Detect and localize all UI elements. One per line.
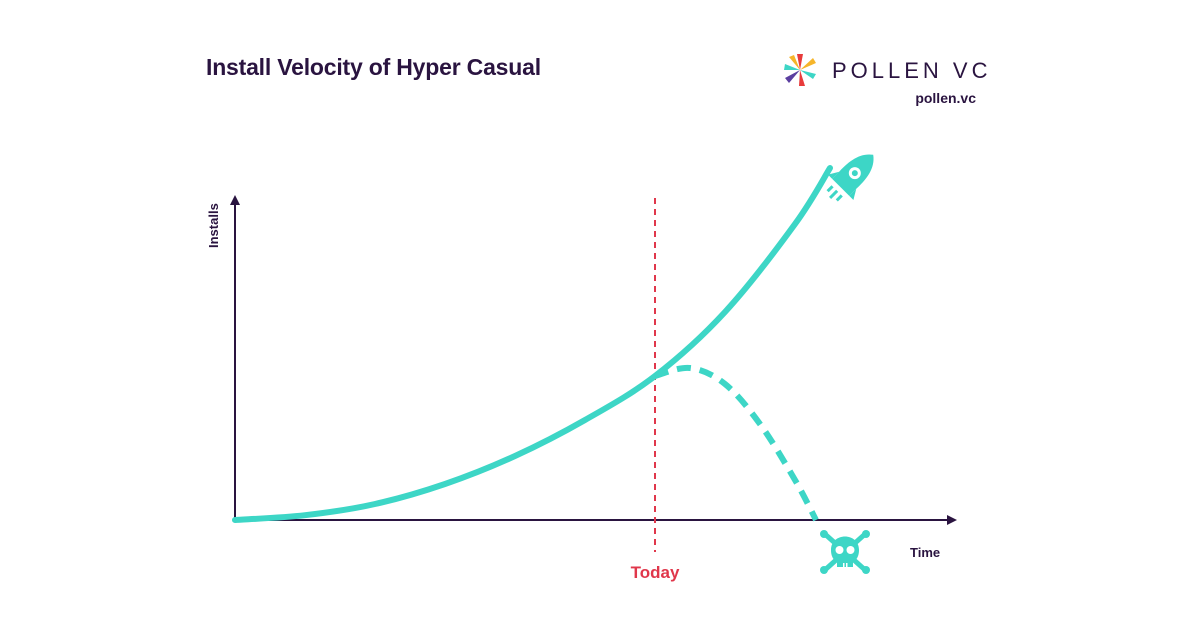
x-axis-label: Time bbox=[910, 545, 940, 560]
pollen-star-logo bbox=[784, 54, 816, 86]
skull-crossbones-icon bbox=[820, 530, 870, 574]
brand-block: POLLEN VC pollen.vc bbox=[782, 50, 988, 110]
logo-petals bbox=[784, 54, 816, 86]
brand-url: pollen.vc bbox=[915, 90, 976, 106]
today-marker-label: Today bbox=[631, 563, 680, 582]
rocket-icon bbox=[826, 154, 874, 202]
series-growth-line bbox=[232, 165, 833, 523]
brand-name: POLLEN VC bbox=[832, 58, 992, 83]
chart-title: Install Velocity of Hyper Casual bbox=[206, 54, 541, 80]
y-axis-label: Installs bbox=[206, 203, 221, 248]
series-decline-line bbox=[654, 364, 819, 522]
